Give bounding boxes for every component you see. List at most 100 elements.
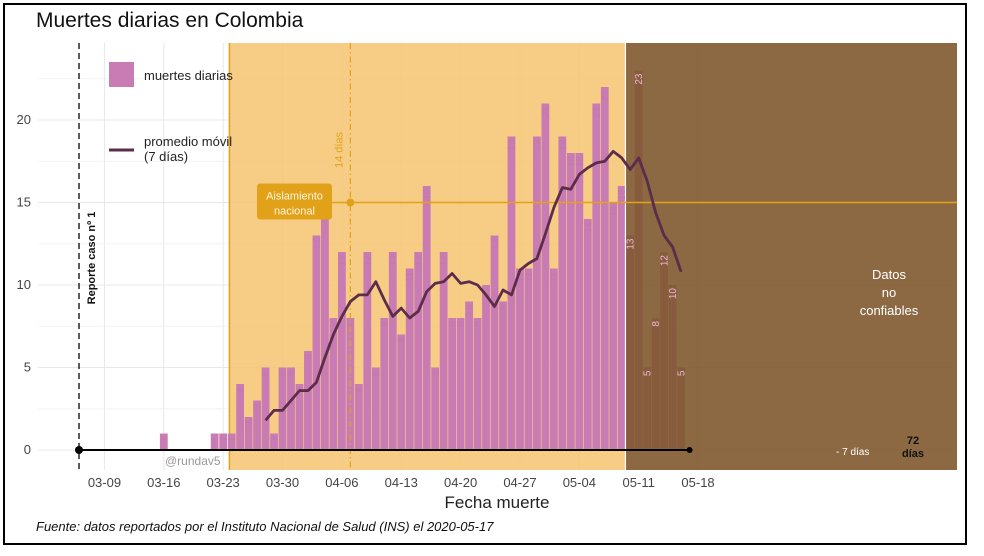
bar <box>321 202 329 450</box>
bar-value-label: 3 <box>253 403 264 409</box>
x-tick-label: 04-13 <box>385 475 418 490</box>
bar-value-label: 22 <box>600 90 611 102</box>
bar-value-label: 12 <box>388 255 399 267</box>
bar-value-label: 12 <box>363 255 374 267</box>
x-tick-label: 05-11 <box>623 475 655 490</box>
bar <box>499 301 507 450</box>
aislamiento-label-box <box>257 183 332 220</box>
legend-line-label: promedio móvil (7 días) <box>144 134 232 164</box>
bar-value-label: 12 <box>660 255 671 267</box>
bar-value-label: 2 <box>244 420 255 426</box>
bar <box>312 235 321 450</box>
bar-value-label: 5 <box>287 370 298 376</box>
bar-value-label: 4 <box>354 387 365 393</box>
seven-days-label: - 7 días <box>836 447 869 458</box>
bar <box>465 301 473 450</box>
bar-value-label: 1 <box>219 436 230 442</box>
bar <box>566 153 575 450</box>
bar-value-label: 8 <box>651 321 662 327</box>
x-tick-label: 04-20 <box>444 475 477 490</box>
bar <box>600 87 609 450</box>
bar-value-label: 19 <box>532 139 543 151</box>
shaded-region-no-confiables <box>625 43 957 470</box>
credit-label: @rundav5 <box>165 454 221 468</box>
bar <box>422 186 431 450</box>
bar <box>405 268 414 450</box>
x-tick-label: 04-06 <box>325 475 358 490</box>
bar <box>533 136 541 450</box>
bar-value-label: 14 <box>583 222 594 234</box>
bar-value-label: 16 <box>617 189 628 201</box>
bar-value-label: 5 <box>431 370 442 376</box>
bar <box>270 433 278 450</box>
aislamiento-label: Aislamiento nacional <box>266 191 323 218</box>
bar <box>397 334 406 450</box>
bar <box>236 384 245 450</box>
bar <box>261 367 270 450</box>
y-tick-label: 10 <box>17 277 31 292</box>
bar-value-label: 19 <box>558 139 569 151</box>
bar-value-label: 4 <box>236 387 247 393</box>
bar <box>329 318 338 450</box>
bar <box>219 433 228 450</box>
x-tick-label: 03-23 <box>207 475 240 490</box>
no-confiables-label: Datos no confiables <box>860 267 919 318</box>
x-axis-title: Fecha muerte <box>445 493 550 512</box>
bar-value-label: 23 <box>634 73 645 85</box>
bar-value-label: 13 <box>490 238 501 250</box>
bar-value-label: 5 <box>371 370 382 376</box>
x-tick-label: 04-27 <box>503 475 536 490</box>
fourteen-day-label: 14 días <box>333 131 345 168</box>
fourteen-day-marker <box>346 198 355 207</box>
bar <box>516 268 524 450</box>
bar <box>473 318 482 450</box>
bar <box>287 367 295 450</box>
baseline-end-dot <box>686 447 693 453</box>
bar <box>354 384 363 450</box>
bar-value-label: 18 <box>575 156 586 168</box>
x-tick-label: 05-04 <box>563 475 596 490</box>
bar <box>490 235 499 450</box>
bar <box>592 103 601 450</box>
bar-value-label: 12 <box>414 255 425 267</box>
bar-value-label: 18 <box>566 156 577 168</box>
baseline-start-dot <box>75 446 83 454</box>
bar <box>210 433 219 450</box>
bar <box>371 367 380 450</box>
bar <box>431 367 440 450</box>
x-tick-label: 03-16 <box>147 475 180 490</box>
moving-average-line <box>264 149 683 422</box>
bar-value-label: 15 <box>609 205 620 217</box>
bar-value-label: 5 <box>278 370 289 376</box>
bar-value-label: 16 <box>422 189 433 201</box>
bar <box>295 384 304 450</box>
bar <box>456 318 465 450</box>
bar <box>253 400 261 450</box>
bar-value-label: 13 <box>312 238 323 250</box>
bar-value-label: 11 <box>405 271 416 282</box>
bar <box>388 252 397 450</box>
source-note: Fuente: datos reportados por el Institut… <box>36 519 494 534</box>
bar <box>583 219 592 450</box>
bar-value-label: 21 <box>592 106 603 118</box>
bar-value-label: 1 <box>159 436 170 442</box>
bar-value-label: 1 <box>210 436 221 442</box>
bar-value-label: 8 <box>346 321 357 327</box>
bar-value-label: 8 <box>473 321 484 327</box>
bar-value-label: 8 <box>380 321 391 327</box>
bar-value-label: 13 <box>626 238 637 250</box>
bar <box>541 103 550 450</box>
chart-title: Muertes diarias en Colombia <box>36 9 304 32</box>
caso-uno-label: Reporte caso nº 1 <box>86 212 98 305</box>
y-tick-label: 20 <box>17 112 31 127</box>
bar-value-label: 6 <box>303 354 314 360</box>
baseline-end-label: 72 días <box>902 435 924 460</box>
bar <box>363 252 372 450</box>
bar-value-label: 12 <box>439 255 450 267</box>
bar-value-label: 8 <box>456 321 467 327</box>
bar-value-label: 19 <box>507 139 518 151</box>
bar <box>439 252 448 450</box>
bar <box>448 318 457 450</box>
bar-value-label: 1 <box>270 436 281 442</box>
